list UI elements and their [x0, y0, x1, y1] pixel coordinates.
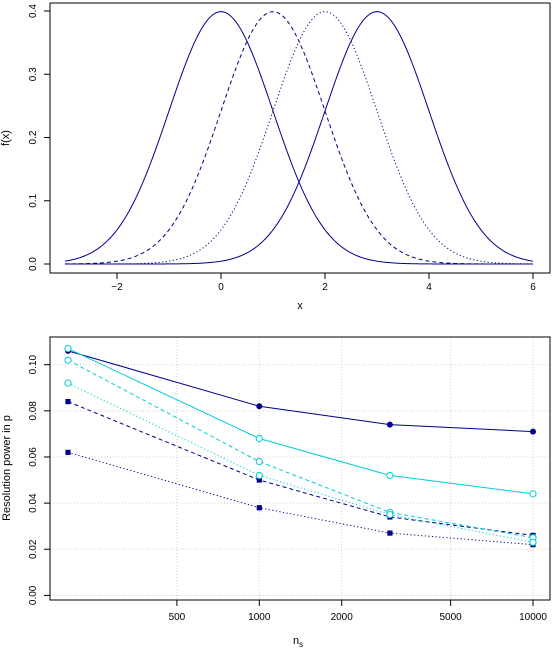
resolution-plot-frame — [49, 336, 551, 601]
resolution-x-axis: 500 1000 2000 5000 10000 — [169, 599, 547, 623]
resolution-y-tick-label: 0.06 — [28, 447, 39, 467]
density-y-axis: 0.0 0.1 0.2 0.3 0.4 — [28, 4, 51, 271]
resolution-x-tick-label: 1000 — [248, 612, 271, 623]
resolution-point-open — [529, 538, 537, 546]
density-x-tick-label: 0 — [218, 282, 224, 293]
resolution-panel: 500 1000 2000 5000 10000 0.000.020.040.060.0… — [1, 336, 551, 649]
density-y-tick-label: 0.3 — [28, 67, 39, 81]
resolution-point-filled — [530, 428, 536, 435]
resolution-point-open — [255, 434, 263, 443]
resolution-point-filled — [256, 403, 263, 410]
resolution-x-axis-title: ns — [293, 635, 303, 649]
density-y-axis-title: f(x) — [0, 130, 12, 146]
resolution-x-axis-title-main: n — [293, 635, 299, 647]
resolution-point-filled — [386, 421, 393, 428]
resolution-grid — [50, 337, 550, 600]
resolution-y-tick-label: 0.00 — [28, 585, 39, 605]
density-y-tick-label: 0.2 — [28, 130, 39, 144]
density-curve-1 — [64, 11, 533, 265]
resolution-series-line-5 — [67, 359, 534, 539]
resolution-y-tick-label: 0.08 — [28, 401, 39, 421]
resolution-point-open — [255, 471, 263, 480]
density-curve-3 — [65, 11, 534, 265]
resolution-series-line-6 — [67, 382, 534, 543]
resolution-point-square — [256, 477, 262, 483]
density-y-tick-label: 0.4 — [28, 4, 39, 18]
density-x-tick-label: −2 — [111, 282, 123, 293]
resolution-x-tick-label: 500 — [169, 612, 186, 623]
density-y-tick-label: 0.0 — [28, 257, 39, 271]
resolution-series — [64, 344, 537, 548]
resolution-y-tick-label: 0.02 — [28, 539, 39, 559]
resolution-series-line-2 — [67, 401, 534, 536]
density-x-axis: −2 0 2 4 6 — [111, 272, 536, 293]
density-panel: −2 0 2 4 6 0.0 0.1 0.2 0.3 0.4 x f(x) — [0, 2, 551, 312]
resolution-point-open — [529, 490, 537, 498]
resolution-y-tick-label: 0.04 — [28, 493, 39, 513]
resolution-series-line-3 — [67, 451, 534, 546]
resolution-x-tick-label: 10000 — [519, 612, 547, 623]
resolution-x-axis-title-subscript: s — [299, 640, 303, 649]
resolution-point-open — [386, 511, 394, 519]
resolution-point-open — [64, 379, 72, 387]
resolution-point-square — [65, 449, 71, 455]
resolution-point-square — [256, 505, 262, 511]
resolution-point-square — [387, 530, 393, 536]
resolution-series-line-1 — [67, 350, 534, 433]
density-y-tick-label: 0.1 — [28, 193, 39, 207]
resolution-y-axis-title: Resolution power in p — [1, 415, 13, 521]
resolution-x-tick-label: 5000 — [439, 612, 462, 623]
resolution-x-tick-label: 2000 — [331, 612, 354, 623]
density-x-tick-label: 2 — [322, 282, 328, 293]
density-curve-4 — [65, 11, 534, 265]
density-x-tick-label: 6 — [530, 282, 536, 293]
density-curves — [64, 11, 534, 265]
density-x-axis-title: x — [297, 300, 303, 312]
resolution-point-open — [255, 457, 263, 466]
resolution-y-tick-label: 0.10 — [28, 355, 39, 375]
resolution-point-square — [65, 398, 71, 405]
resolution-series-line-4 — [67, 348, 534, 495]
density-curve-2 — [64, 11, 533, 265]
resolution-y-axis: 0.00 0.02 0.04 0.06 0.08 0.10 — [28, 355, 51, 605]
density-x-tick-label: 4 — [426, 282, 432, 293]
resolution-point-open — [64, 344, 72, 353]
resolution-point-open — [386, 471, 394, 480]
resolution-point-open — [64, 356, 72, 364]
density-plot-frame — [49, 2, 551, 274]
